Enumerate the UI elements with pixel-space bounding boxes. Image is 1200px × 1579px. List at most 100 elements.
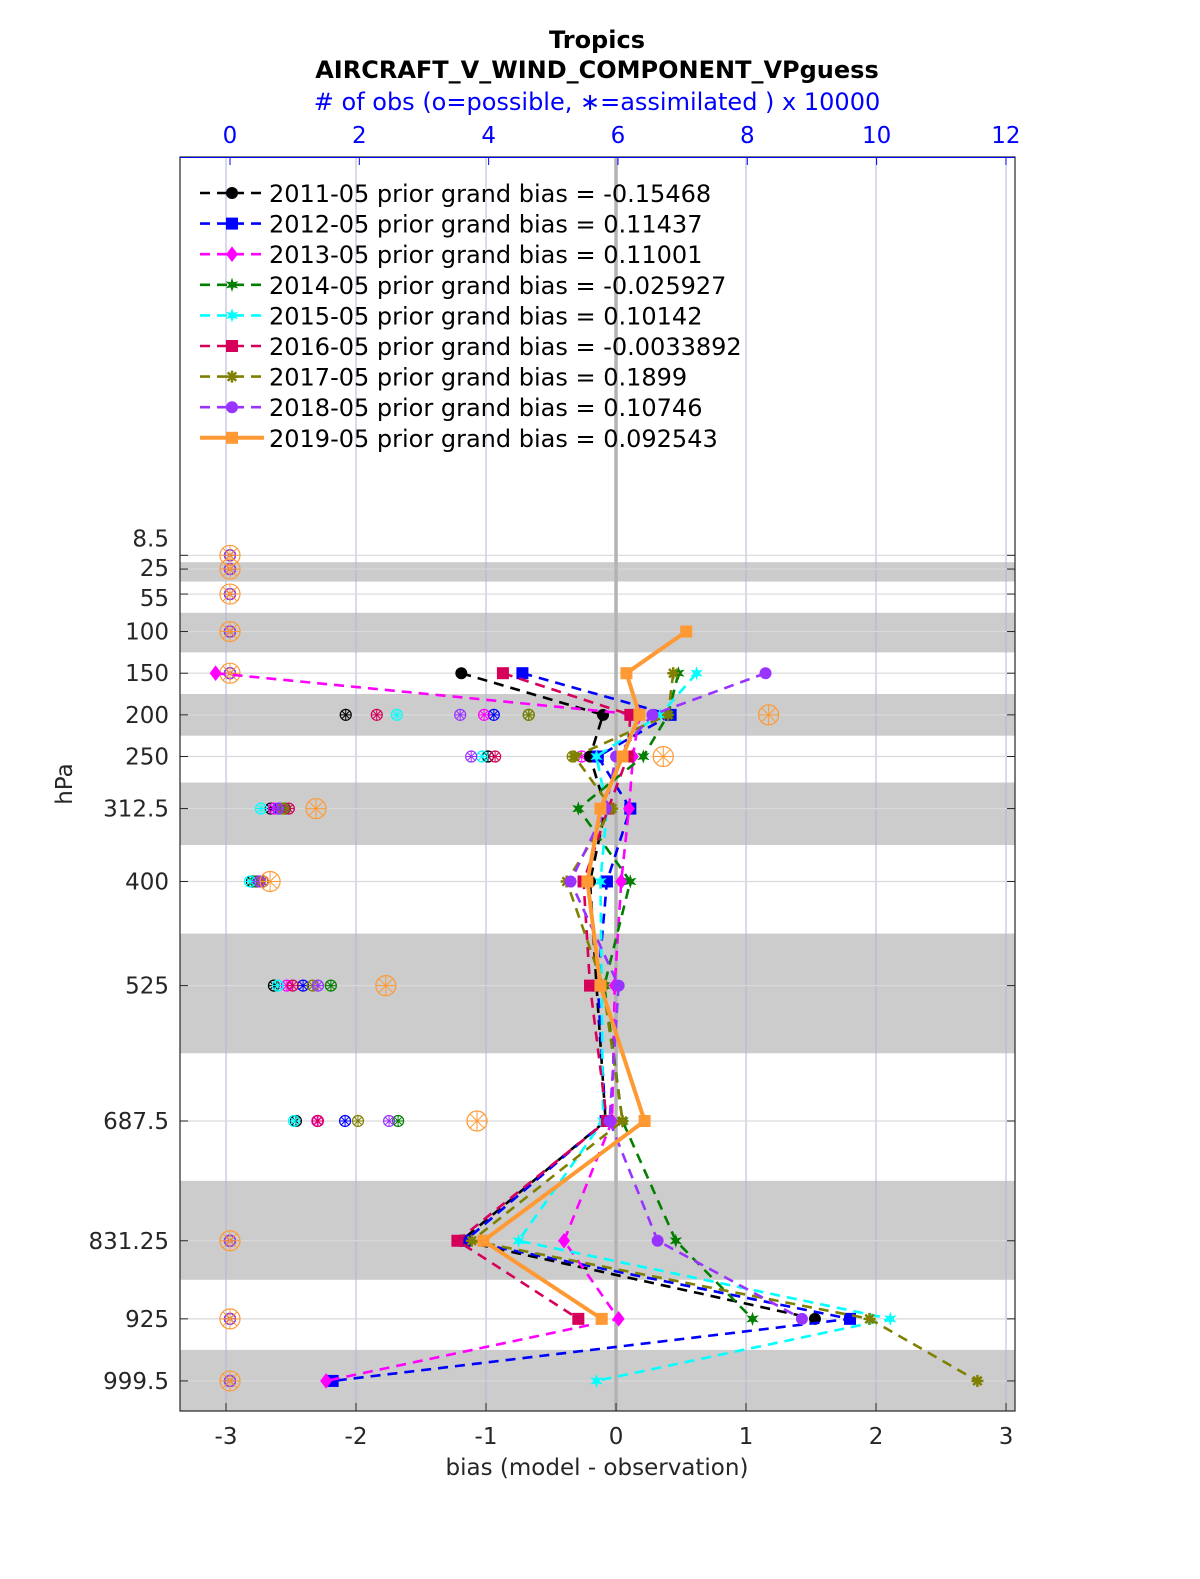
star-marker — [225, 308, 239, 323]
y-tick-label: 312.5 — [103, 797, 169, 823]
legend-entry: 2011-05 prior grand bias = -0.15468 — [200, 180, 711, 208]
chart-title: Tropics — [549, 26, 645, 54]
diamond-marker — [209, 665, 222, 681]
series-lines — [209, 625, 984, 1389]
top-tick-label: 0 — [223, 123, 238, 149]
square-marker — [572, 1312, 585, 1325]
assimilated-obs-asterisk — [378, 978, 394, 994]
assimilated-obs-asterisk — [245, 877, 255, 886]
circle-marker — [646, 708, 659, 721]
star-marker — [637, 749, 650, 764]
asterisk-marker — [569, 751, 580, 762]
top-tick-label: 10 — [862, 123, 891, 149]
y-tick-label: 25 — [140, 556, 169, 582]
circle-marker — [603, 1114, 616, 1127]
assimilated-obs-asterisk — [273, 804, 283, 813]
circle-marker — [651, 1234, 664, 1247]
assimilated-obs-asterisk — [577, 752, 586, 761]
asterisk-marker — [864, 1313, 875, 1324]
assimilated-obs-asterisk — [222, 1373, 238, 1389]
legend-label: 2012-05 prior grand bias = 0.11437 — [269, 211, 702, 239]
obs-marker — [219, 1370, 241, 1392]
obs-marker — [271, 979, 284, 992]
assimilated-obs-asterisk — [479, 710, 489, 720]
legend-label: 2016-05 prior grand bias = -0.0033892 — [269, 333, 742, 361]
legend-entry: 2012-05 prior grand bias = 0.11437 — [200, 211, 702, 239]
star-marker — [225, 277, 239, 292]
y-tick-label: 831.25 — [89, 1229, 169, 1255]
asterisk-marker — [662, 709, 674, 720]
obs-marker — [243, 875, 257, 888]
asterisk-marker — [226, 371, 238, 382]
square-marker — [451, 1234, 464, 1247]
star-marker — [590, 1373, 603, 1389]
assimilated-obs-asterisk — [655, 749, 671, 764]
star-marker — [746, 1311, 759, 1327]
assimilated-obs-asterisk — [262, 874, 278, 889]
x-tick-label: -1 — [475, 1424, 498, 1450]
obs-marker — [324, 979, 337, 992]
obs-marker — [758, 704, 780, 726]
assimilated-obs-asterisk — [298, 981, 308, 990]
assimilated-obs-asterisk — [308, 801, 324, 817]
level-band — [180, 1180, 1015, 1280]
y-tick-label: 687.5 — [103, 1109, 169, 1135]
obs-marker — [311, 979, 325, 992]
diamond-marker — [558, 1232, 571, 1249]
series-line — [458, 671, 816, 1321]
circle-marker — [795, 1312, 808, 1325]
circle-marker — [226, 401, 238, 414]
top-tick-label: 2 — [352, 123, 367, 149]
x-tick-label: -2 — [345, 1424, 368, 1450]
legend: 2011-05 prior grand bias = -0.15468 2012-… — [200, 180, 742, 453]
star-marker — [572, 801, 585, 816]
obs-marker — [390, 708, 403, 721]
assimilated-obs-asterisk — [524, 710, 533, 720]
obs-marker — [219, 620, 241, 643]
square-marker — [638, 1114, 651, 1127]
assimilated-obs-asterisk — [340, 1116, 350, 1126]
diamond-marker — [226, 246, 238, 262]
legend-entry: 2014-05 prior grand bias = -0.025927 — [200, 272, 726, 300]
circle-marker — [455, 667, 468, 680]
x-tick-label: 0 — [609, 1424, 624, 1450]
obs-markers — [219, 544, 780, 1392]
top-axis-line — [180, 157, 1015, 158]
assimilated-obs-asterisk — [353, 1116, 363, 1126]
y-axis-label: hPa — [52, 763, 78, 805]
assimilated-obs-asterisk — [222, 624, 238, 639]
square-marker — [594, 802, 607, 815]
assimilated-obs-asterisk — [477, 752, 487, 761]
assimilated-obs-asterisk — [392, 710, 402, 720]
asterisk-marker — [668, 668, 679, 679]
square-marker — [226, 340, 238, 352]
top-axis-label: # of obs (o=possible, ∗=assimilated ) x … — [314, 88, 880, 116]
asterisk-marker — [617, 1115, 628, 1127]
asterisk-marker — [972, 1375, 983, 1387]
diamond-marker — [320, 1373, 333, 1389]
obs-marker — [219, 1230, 241, 1252]
square-marker — [226, 217, 238, 230]
legend-entry: 2017-05 prior grand bias = 0.1899 — [200, 364, 687, 392]
top-tick-label: 4 — [481, 123, 496, 149]
series-7 — [564, 667, 808, 1325]
square-marker — [624, 708, 637, 721]
square-marker — [226, 431, 238, 444]
obs-marker — [652, 745, 674, 768]
obs-marker — [287, 1114, 301, 1128]
obs-marker — [338, 1114, 352, 1128]
assimilated-obs-asterisk — [393, 1116, 403, 1126]
legend-label: 2011-05 prior grand bias = -0.15468 — [269, 180, 711, 208]
star-marker — [669, 1233, 683, 1248]
square-marker — [594, 979, 607, 992]
diamond-marker — [615, 873, 628, 890]
x-tick-label: 1 — [739, 1424, 754, 1450]
circle-marker — [759, 667, 772, 680]
asterisk-marker — [466, 1235, 477, 1246]
y-tick-label: 8.5 — [132, 526, 169, 552]
obs-marker — [271, 802, 284, 815]
square-marker — [633, 708, 646, 721]
assimilated-obs-asterisk — [256, 804, 266, 813]
legend-label: 2019-05 prior grand bias = 0.092543 — [269, 425, 718, 453]
assimilated-obs-asterisk — [490, 752, 500, 761]
